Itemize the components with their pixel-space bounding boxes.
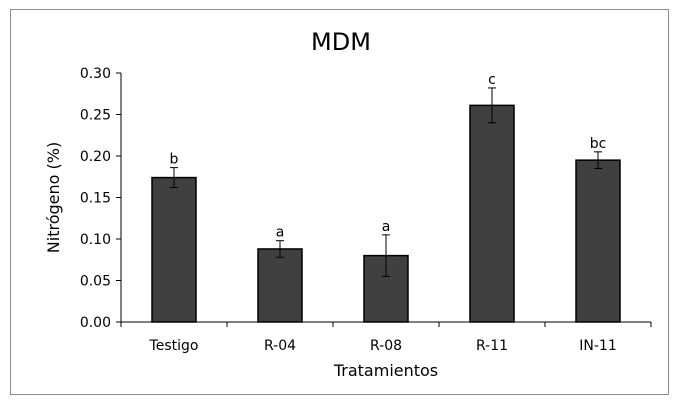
bar (257, 248, 303, 323)
y-tick-label: 0.30 (80, 66, 111, 82)
y-tick-label: 0.15 (80, 191, 111, 207)
significance-letter: a (276, 225, 285, 241)
significance-letter: bc (590, 136, 607, 152)
significance-letter: a (382, 219, 391, 235)
y-tick-label: 0.00 (80, 315, 111, 331)
chart-title: MDM (311, 28, 371, 56)
y-axis-title: Nitrógeno (%) (44, 142, 63, 253)
x-tick-label: Testigo (149, 338, 199, 354)
y-tick-label: 0.05 (80, 274, 111, 290)
x-axis-title: Tratamientos (333, 361, 438, 380)
y-tick-label: 0.10 (80, 232, 111, 248)
x-tick-label: IN-11 (579, 338, 616, 354)
significance-letter: c (488, 72, 496, 88)
y-tick-label: 0.20 (80, 149, 111, 165)
bar (151, 176, 197, 323)
bar (575, 159, 621, 323)
x-tick-label: R-08 (370, 338, 402, 354)
significance-letter: b (170, 152, 179, 168)
bar (469, 104, 515, 323)
x-tick-label: R-04 (264, 338, 296, 354)
x-tick-label: R-11 (476, 338, 508, 354)
y-tick-label: 0.25 (80, 108, 111, 124)
